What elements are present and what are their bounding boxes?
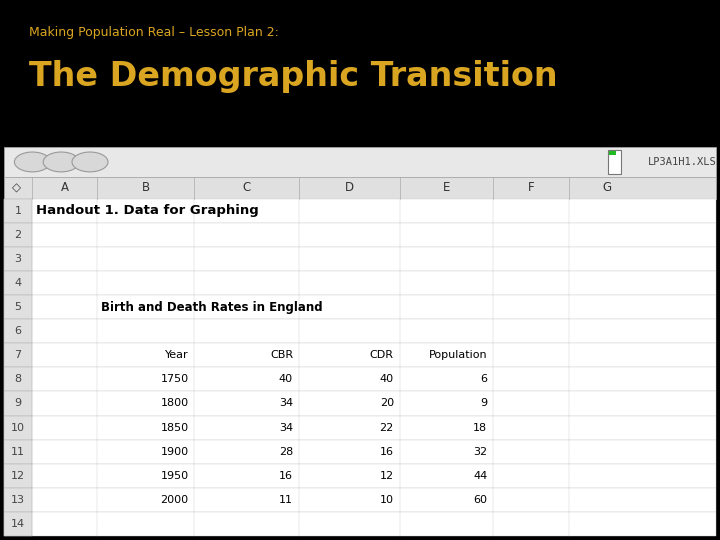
Text: 20: 20 — [379, 399, 394, 408]
Text: 12: 12 — [11, 471, 25, 481]
Text: 10: 10 — [11, 423, 25, 433]
Text: 2: 2 — [14, 230, 22, 240]
Bar — [4, 392, 716, 416]
Circle shape — [14, 152, 50, 172]
Text: C: C — [243, 181, 251, 194]
Text: 1850: 1850 — [161, 423, 189, 433]
Bar — [4, 199, 716, 223]
Text: 13: 13 — [11, 495, 25, 505]
Text: The Demographic Transition: The Demographic Transition — [29, 60, 557, 93]
Bar — [4, 488, 716, 512]
Bar — [4, 367, 716, 392]
Text: 1950: 1950 — [161, 471, 189, 481]
Text: D: D — [345, 181, 354, 194]
Text: B: B — [142, 181, 150, 194]
Text: 14: 14 — [11, 519, 25, 529]
Bar — [4, 343, 32, 367]
Text: 34: 34 — [279, 423, 293, 433]
Circle shape — [43, 152, 79, 172]
Bar — [4, 319, 32, 343]
Bar — [4, 512, 716, 536]
Text: Population: Population — [429, 350, 487, 360]
Text: Year: Year — [165, 350, 189, 360]
Text: 5: 5 — [14, 302, 22, 312]
Text: 40: 40 — [379, 374, 394, 384]
Bar — [4, 223, 716, 247]
Bar — [4, 343, 716, 367]
Text: 4: 4 — [14, 278, 22, 288]
Bar — [4, 247, 716, 271]
Text: 16: 16 — [279, 471, 293, 481]
Text: 18: 18 — [473, 423, 487, 433]
Bar — [4, 464, 716, 488]
Text: Making Population Real – Lesson Plan 2:: Making Population Real – Lesson Plan 2: — [29, 26, 279, 39]
Text: 60: 60 — [474, 495, 487, 505]
Text: 9: 9 — [480, 399, 487, 408]
Text: A: A — [60, 181, 69, 194]
Bar — [4, 416, 716, 440]
Text: F: F — [528, 181, 534, 194]
Text: 12: 12 — [379, 471, 394, 481]
Text: 28: 28 — [279, 447, 293, 457]
Text: 2000: 2000 — [161, 495, 189, 505]
Text: 1: 1 — [14, 206, 22, 215]
Bar — [4, 367, 32, 392]
Bar — [4, 147, 716, 177]
Bar — [4, 223, 32, 247]
Bar — [4, 177, 716, 199]
Bar — [4, 416, 32, 440]
Bar — [4, 440, 32, 464]
Text: 1750: 1750 — [161, 374, 189, 384]
Bar — [4, 271, 32, 295]
Bar — [4, 199, 32, 223]
Bar — [4, 392, 32, 416]
Circle shape — [72, 152, 108, 172]
Text: 40: 40 — [279, 374, 293, 384]
Text: ◇: ◇ — [12, 181, 21, 194]
Text: 11: 11 — [11, 447, 25, 457]
Text: 7: 7 — [14, 350, 22, 360]
Bar — [608, 150, 621, 174]
Text: 11: 11 — [279, 495, 293, 505]
Text: 16: 16 — [380, 447, 394, 457]
Text: CBR: CBR — [270, 350, 293, 360]
Text: CDR: CDR — [370, 350, 394, 360]
Text: 6: 6 — [480, 374, 487, 384]
Bar — [609, 151, 616, 155]
Text: Birth and Death Rates in England: Birth and Death Rates in England — [101, 301, 323, 314]
Text: 10: 10 — [380, 495, 394, 505]
Text: 6: 6 — [14, 326, 22, 336]
Bar — [4, 295, 32, 319]
Bar — [4, 464, 32, 488]
Text: Handout 1. Data for Graphing: Handout 1. Data for Graphing — [36, 204, 258, 217]
Text: 9: 9 — [14, 399, 22, 408]
Text: 44: 44 — [473, 471, 487, 481]
Text: 34: 34 — [279, 399, 293, 408]
Text: 3: 3 — [14, 254, 22, 264]
Bar — [4, 512, 32, 536]
Bar — [4, 319, 716, 343]
Bar — [4, 247, 32, 271]
Text: LP3A1H1.XLS: LP3A1H1.XLS — [648, 157, 716, 167]
Text: 1900: 1900 — [161, 447, 189, 457]
Bar — [4, 440, 716, 464]
Bar — [4, 295, 716, 319]
Bar — [4, 271, 716, 295]
Text: G: G — [602, 181, 611, 194]
Text: E: E — [443, 181, 450, 194]
Text: 1800: 1800 — [161, 399, 189, 408]
Text: 32: 32 — [473, 447, 487, 457]
Bar — [4, 488, 32, 512]
Text: 8: 8 — [14, 374, 22, 384]
Text: 22: 22 — [379, 423, 394, 433]
